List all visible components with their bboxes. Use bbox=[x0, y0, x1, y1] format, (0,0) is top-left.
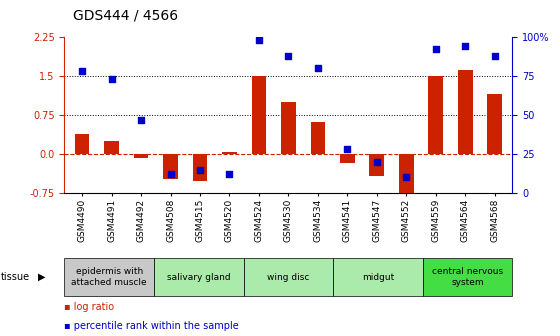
Point bbox=[137, 117, 146, 122]
Point bbox=[284, 53, 293, 58]
Bar bbox=[281, 102, 296, 154]
Point bbox=[254, 37, 263, 43]
Bar bbox=[163, 154, 178, 179]
Point bbox=[343, 146, 352, 152]
Point bbox=[195, 167, 204, 172]
Point bbox=[490, 53, 499, 58]
Bar bbox=[428, 76, 443, 154]
Bar bbox=[251, 76, 267, 154]
Bar bbox=[487, 94, 502, 154]
Text: midgut: midgut bbox=[362, 272, 394, 282]
Bar bbox=[399, 154, 414, 198]
Bar bbox=[193, 154, 207, 181]
Point bbox=[372, 159, 381, 165]
Bar bbox=[104, 141, 119, 154]
Bar bbox=[134, 154, 148, 158]
Point bbox=[78, 69, 87, 74]
Text: GDS444 / 4566: GDS444 / 4566 bbox=[73, 8, 178, 23]
Point bbox=[314, 66, 323, 71]
Point bbox=[431, 47, 440, 52]
Text: ▶: ▶ bbox=[38, 272, 45, 282]
Text: ▪ log ratio: ▪ log ratio bbox=[64, 302, 115, 312]
Point bbox=[107, 76, 116, 82]
Bar bbox=[74, 134, 90, 154]
Text: tissue: tissue bbox=[1, 272, 30, 282]
Bar bbox=[370, 154, 384, 176]
Point bbox=[461, 44, 470, 49]
Bar bbox=[310, 122, 325, 154]
Text: salivary gland: salivary gland bbox=[167, 272, 231, 282]
Text: wing disc: wing disc bbox=[267, 272, 310, 282]
Bar bbox=[222, 153, 237, 154]
Point bbox=[402, 175, 411, 180]
Text: ▪ percentile rank within the sample: ▪ percentile rank within the sample bbox=[64, 321, 239, 331]
Text: epidermis with
attached muscle: epidermis with attached muscle bbox=[71, 267, 147, 287]
Bar bbox=[458, 70, 473, 154]
Bar bbox=[340, 154, 354, 163]
Point bbox=[225, 172, 234, 177]
Text: central nervous
system: central nervous system bbox=[432, 267, 503, 287]
Point bbox=[166, 172, 175, 177]
